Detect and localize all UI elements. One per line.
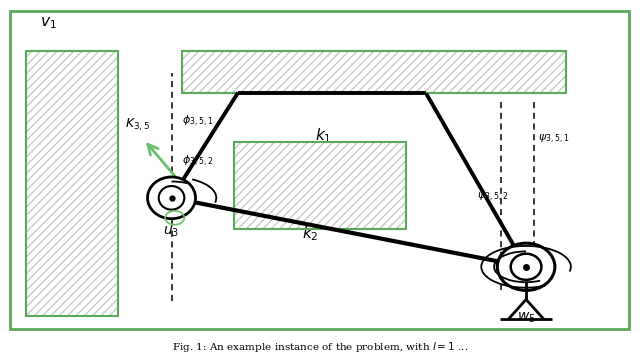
Bar	[26, 51, 118, 316]
Text: $\psi_{3,5,2}$: $\psi_{3,5,2}$	[477, 191, 508, 204]
Text: $\phi_{3,5,1}$: $\phi_{3,5,1}$	[182, 114, 214, 129]
Text: $\phi_{3,5,2}$: $\phi_{3,5,2}$	[182, 154, 214, 169]
Bar	[26, 51, 118, 316]
Bar	[234, 142, 406, 229]
Text: $k_2$: $k_2$	[302, 225, 319, 244]
Bar	[26, 51, 118, 316]
Ellipse shape	[148, 177, 196, 219]
Text: $k_1$: $k_1$	[315, 127, 332, 146]
Text: $K_{3,5}$: $K_{3,5}$	[125, 117, 150, 134]
Bar	[182, 51, 566, 93]
Bar	[182, 51, 566, 93]
Text: Fig. 1: An example instance of the problem, with $l=1$ ...: Fig. 1: An example instance of the probl…	[172, 340, 468, 354]
Text: $u_3$: $u_3$	[163, 225, 180, 240]
Bar	[234, 142, 406, 229]
Bar	[234, 142, 406, 229]
Bar	[10, 11, 629, 329]
Bar	[182, 51, 566, 93]
Ellipse shape	[497, 244, 555, 290]
Text: $v_1$: $v_1$	[40, 16, 56, 32]
Text: $\psi_{3,5,1}$: $\psi_{3,5,1}$	[538, 133, 569, 146]
Text: $w_5$: $w_5$	[516, 310, 536, 325]
